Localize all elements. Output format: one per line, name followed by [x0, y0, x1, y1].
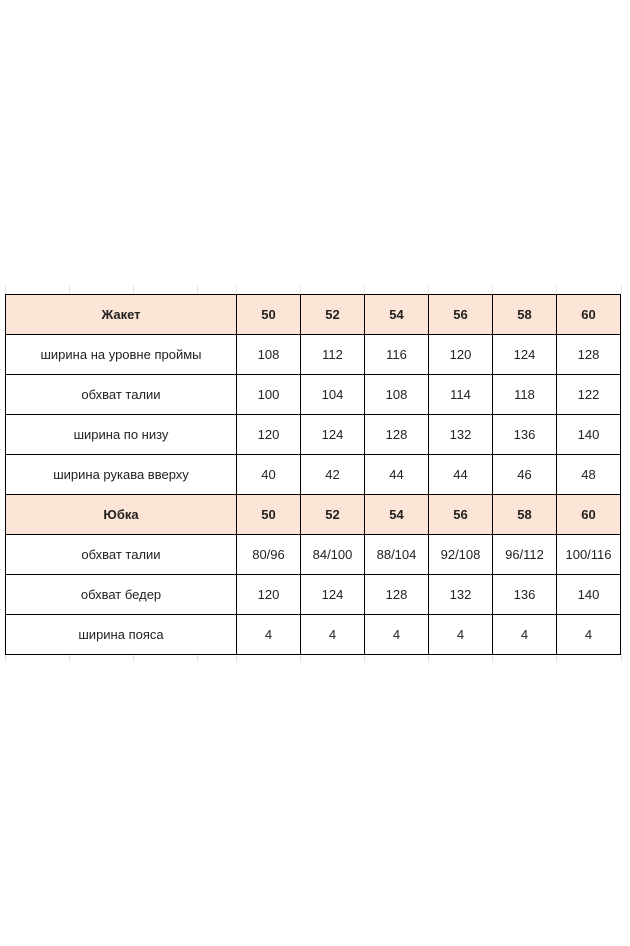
measurement-value: 42 — [300, 454, 365, 495]
measurement-value: 140 — [556, 414, 621, 455]
measurement-value: 84/100 — [300, 534, 365, 575]
size-header: 56 — [428, 294, 493, 335]
measurement-value: 92/108 — [428, 534, 493, 575]
measurement-value: 96/112 — [492, 534, 557, 575]
measurement-value: 120 — [236, 414, 301, 455]
measurement-value: 136 — [492, 414, 557, 455]
gridline-stub — [300, 286, 301, 294]
table-row: ширина по низу 120 124 128 132 136 140 — [5, 414, 621, 455]
measurement-value: 4 — [364, 614, 429, 655]
measurement-value: 128 — [556, 334, 621, 375]
table-row: ширина рукава вверху 40 42 44 44 46 48 — [5, 454, 621, 495]
measurement-value: 120 — [428, 334, 493, 375]
measurement-value: 116 — [364, 334, 429, 375]
size-header: 58 — [492, 494, 557, 535]
size-header: 58 — [492, 294, 557, 335]
gridline-stub — [364, 654, 365, 662]
measurement-value: 108 — [364, 374, 429, 415]
section-header-row: Жакет 50 52 54 56 58 60 — [5, 294, 621, 335]
size-header: 54 — [364, 494, 429, 535]
gridline-stub — [197, 286, 198, 294]
table-row: обхват бедер 120 124 128 132 136 140 — [5, 574, 621, 615]
measurement-value: 4 — [556, 614, 621, 655]
gridline-stub — [133, 654, 134, 662]
gridline-stub — [5, 654, 6, 662]
measurement-value: 4 — [236, 614, 301, 655]
gridline-stub — [69, 286, 70, 294]
gridline-stub — [492, 654, 493, 662]
measurement-value: 4 — [492, 614, 557, 655]
measurement-value: 44 — [428, 454, 493, 495]
measurement-value: 122 — [556, 374, 621, 415]
size-header: 50 — [236, 494, 301, 535]
measurement-value: 136 — [492, 574, 557, 615]
measurement-label: обхват талии — [5, 534, 237, 575]
measurement-value: 4 — [300, 614, 365, 655]
measurement-value: 120 — [236, 574, 301, 615]
section-header-row: Юбка 50 52 54 56 58 60 — [5, 494, 621, 535]
measurement-label: ширина пояса — [5, 614, 237, 655]
size-header: 60 — [556, 294, 621, 335]
measurement-value: 132 — [428, 574, 493, 615]
gridline-stub — [428, 286, 429, 294]
measurement-value: 44 — [364, 454, 429, 495]
measurement-value: 118 — [492, 374, 557, 415]
measurement-value: 132 — [428, 414, 493, 455]
gridline-stub — [621, 286, 622, 294]
measurement-value: 124 — [300, 574, 365, 615]
section-title: Юбка — [5, 494, 237, 535]
measurement-value: 140 — [556, 574, 621, 615]
table-row: обхват талии 100 104 108 114 118 122 — [5, 374, 621, 415]
measurement-value: 104 — [300, 374, 365, 415]
measurement-value: 48 — [556, 454, 621, 495]
size-header: 50 — [236, 294, 301, 335]
sheet-gridlines-bottom — [0, 654, 630, 662]
table-row: ширина на уровне проймы 108 112 116 120 124 12… — [5, 334, 621, 375]
size-header: 52 — [300, 294, 365, 335]
gridline-stub — [300, 654, 301, 662]
measurement-value: 108 — [236, 334, 301, 375]
measurement-label: ширина рукава вверху — [5, 454, 237, 495]
measurement-value: 46 — [492, 454, 557, 495]
measurement-value: 100 — [236, 374, 301, 415]
gridline-stub — [236, 286, 237, 294]
table-row: обхват талии 80/96 84/100 88/104 92/108 96/11… — [5, 534, 621, 575]
measurement-label: ширина на уровне проймы — [5, 334, 237, 375]
size-header: 52 — [300, 494, 365, 535]
gridline-stub — [556, 286, 557, 294]
gridline-stub — [133, 286, 134, 294]
measurement-label: обхват бедер — [5, 574, 237, 615]
size-header: 60 — [556, 494, 621, 535]
measurement-value: 88/104 — [364, 534, 429, 575]
size-table: Жакет 50 52 54 56 58 60 ширина на уровне проймы… — [5, 294, 621, 655]
size-header: 56 — [428, 494, 493, 535]
measurement-value: 40 — [236, 454, 301, 495]
measurement-label: ширина по низу — [5, 414, 237, 455]
measurement-value: 124 — [300, 414, 365, 455]
measurement-value: 128 — [364, 574, 429, 615]
section-title: Жакет — [5, 294, 237, 335]
measurement-value: 112 — [300, 334, 365, 375]
gridline-stub — [236, 654, 237, 662]
gridline-stub — [69, 654, 70, 662]
measurement-value: 124 — [492, 334, 557, 375]
size-header: 54 — [364, 294, 429, 335]
measurement-value: 100/116 — [556, 534, 621, 575]
gridline-stub — [556, 654, 557, 662]
gridline-stub — [197, 654, 198, 662]
gridline-stub — [5, 286, 6, 294]
measurement-value: 114 — [428, 374, 493, 415]
gridline-stub — [364, 286, 365, 294]
measurement-value: 4 — [428, 614, 493, 655]
gridline-stub — [621, 654, 622, 662]
sheet-gridlines-top — [0, 286, 630, 294]
gridline-stub — [492, 286, 493, 294]
measurement-label: обхват талии — [5, 374, 237, 415]
table-row: ширина пояса 4 4 4 4 4 4 — [5, 614, 621, 655]
gridline-stub — [428, 654, 429, 662]
measurement-value: 80/96 — [236, 534, 301, 575]
measurement-value: 128 — [364, 414, 429, 455]
